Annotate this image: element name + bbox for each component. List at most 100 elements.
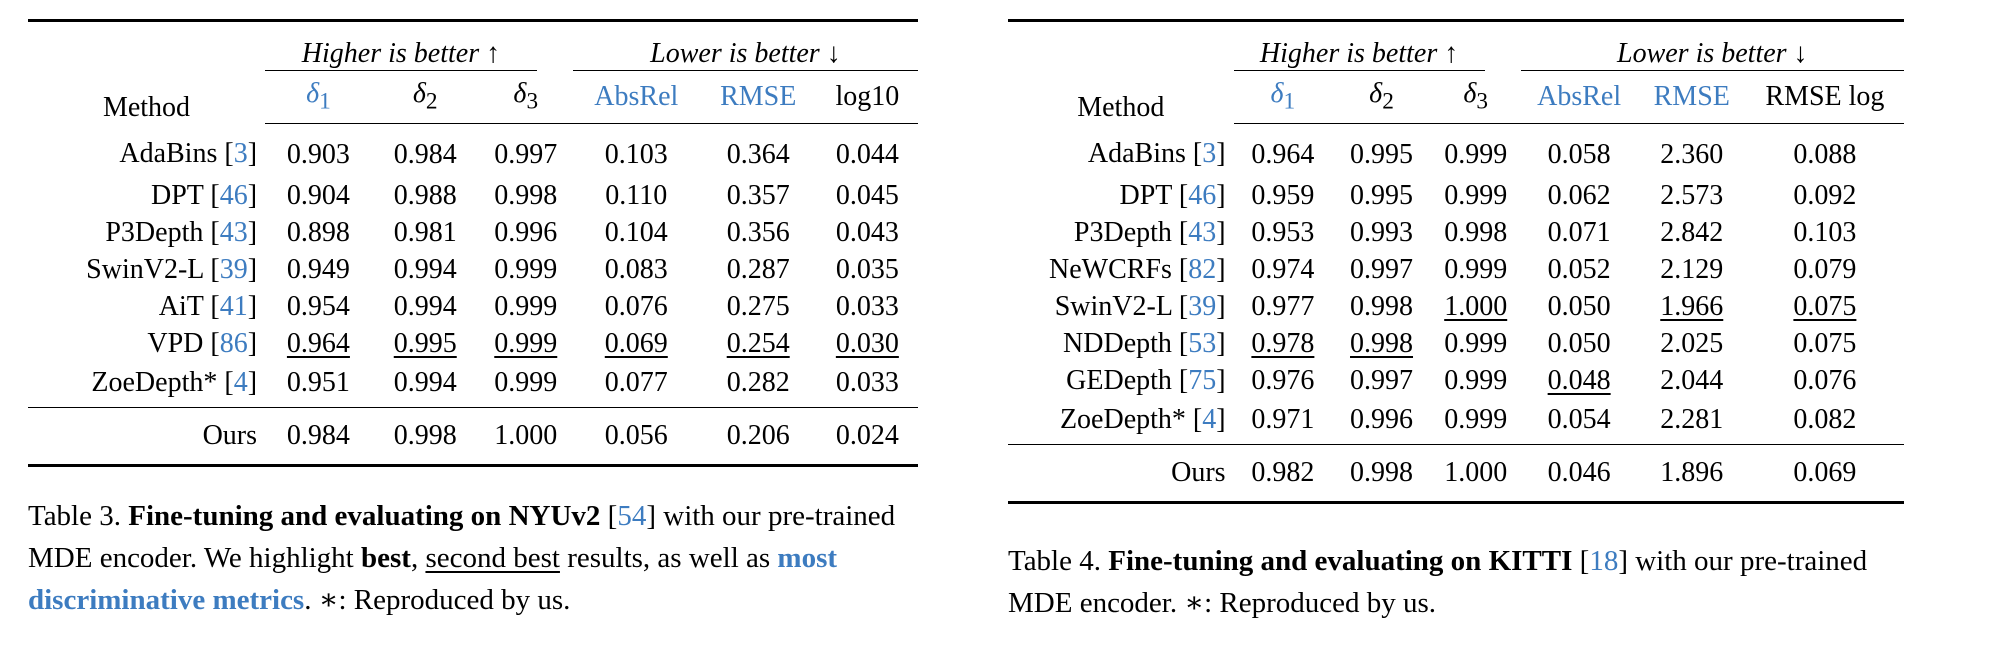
table-row: AdaBins [3] 0.964 0.995 0.999 0.058 2.360 0.08…: [1008, 124, 1904, 178]
cell: 0.045: [835, 179, 899, 211]
citation-link[interactable]: 53: [1188, 327, 1217, 359]
cell: 0.999: [1444, 364, 1508, 396]
table4-ours-row: Ours 0.982 0.998 1.000 0.046 1.896 0.069: [1008, 444, 1904, 503]
method-name: DPT [46]: [150, 179, 258, 211]
table4-panel: Method Higher is better ↑ Lower is bette…: [1008, 0, 1904, 624]
cell: 0.953: [1251, 216, 1315, 248]
caption-title: Fine-tuning and evaluating on KITTI: [1108, 545, 1573, 577]
cell: 0.206: [699, 407, 817, 466]
cell: 0.030: [835, 327, 899, 359]
cell: 0.287: [726, 253, 790, 285]
cell: 0.951: [286, 366, 350, 398]
cell: 0.062: [1547, 179, 1611, 211]
citation-link[interactable]: 39: [1188, 290, 1217, 322]
citation-link[interactable]: 39: [219, 253, 248, 285]
citation-link[interactable]: 4: [233, 366, 248, 398]
cell: 0.999: [1444, 327, 1508, 359]
cell: 0.104: [604, 216, 668, 248]
cell: 0.974: [1251, 253, 1315, 285]
cell: 0.998: [1350, 290, 1414, 322]
caption-title: Fine-tuning and evaluating on NYUv2: [128, 500, 601, 532]
method-name: SwinV2-L [39]: [1054, 290, 1226, 322]
cell: 0.995: [393, 327, 457, 359]
cell: 0.959: [1251, 179, 1315, 211]
cell: 0.994: [393, 253, 457, 285]
method-name: ZoeDepth* [4]: [1059, 403, 1226, 435]
cell: 0.076: [1793, 364, 1857, 396]
citation-link[interactable]: 18: [1589, 545, 1619, 577]
cell: 0.995: [1350, 179, 1414, 211]
cell: 0.988: [393, 179, 457, 211]
table3: Method Higher is better ↑ Lower is bette…: [28, 19, 918, 467]
citation-link[interactable]: 46: [1188, 179, 1217, 211]
method-name: NeWCRFs [82]: [1049, 253, 1226, 285]
citation-link[interactable]: 54: [617, 500, 647, 532]
group-higher-better: Higher is better ↑: [265, 20, 537, 71]
col-rmse: RMSE: [1637, 70, 1746, 124]
cell: 0.056: [572, 407, 700, 466]
cell: 0.077: [604, 366, 668, 398]
cell: 0.997: [494, 138, 558, 170]
cell: 0.103: [1793, 216, 1857, 248]
col-absrel: AbsRel: [572, 70, 700, 124]
cell: 0.054: [1547, 403, 1611, 435]
citation-link[interactable]: 46: [219, 179, 248, 211]
cell: 0.997: [1350, 253, 1414, 285]
method-name: SwinV2-L [39]: [86, 253, 258, 285]
cell: 0.050: [1547, 290, 1611, 322]
method-name: VPD [86]: [147, 327, 258, 359]
cell: 0.999: [494, 253, 558, 285]
cell: 0.994: [393, 290, 457, 322]
cell: 0.996: [494, 216, 558, 248]
citation-link[interactable]: 41: [219, 290, 248, 322]
method-name: NDDepth [53]: [1063, 327, 1226, 359]
citation-link[interactable]: 75: [1188, 364, 1217, 396]
cell: 1.000: [478, 407, 573, 466]
col-delta3: δ3: [478, 70, 573, 124]
group-lower-better: Lower is better ↓: [572, 20, 918, 71]
citation-link[interactable]: 82: [1188, 253, 1217, 285]
table-row: SwinV2-L [39] 0.949 0.994 0.999 0.083 0.287 0.…: [28, 251, 918, 288]
table3-column-header: δ1 δ2 δ3 AbsRel RMSE log10: [28, 70, 918, 124]
col-delta2: δ2: [371, 70, 479, 124]
table-row: ZoeDepth* [4] 0.971 0.996 0.999 0.054 2.281 0.…: [1008, 399, 1904, 445]
citation-link[interactable]: 3: [1202, 138, 1217, 170]
caption-label: Table 4.: [1008, 545, 1101, 577]
citation-link[interactable]: 43: [219, 216, 248, 248]
cell: 0.071: [1547, 216, 1611, 248]
citation-link[interactable]: 4: [1202, 403, 1217, 435]
col-rmse: RMSE: [699, 70, 817, 124]
cell: 0.994: [393, 366, 457, 398]
cell: 0.046: [1520, 444, 1638, 503]
method-name: GEDepth [75]: [1066, 364, 1226, 396]
col-delta1: δ1: [265, 70, 372, 124]
cell: 0.069: [1745, 444, 1904, 503]
citation-link[interactable]: 86: [219, 327, 248, 359]
cell: 0.364: [726, 138, 790, 170]
cell: 0.949: [286, 253, 350, 285]
cell: 0.052: [1547, 253, 1611, 285]
cell: 2.281: [1660, 403, 1724, 435]
cell: 0.356: [726, 216, 790, 248]
cell: 0.998: [371, 407, 479, 466]
table-row: SwinV2-L [39] 0.977 0.998 1.000 0.050 1.966 0.…: [1008, 288, 1904, 325]
cell: 0.981: [393, 216, 457, 248]
table4: Method Higher is better ↑ Lower is bette…: [1008, 19, 1904, 504]
citation-link[interactable]: 3: [233, 138, 248, 170]
cell: 0.999: [1444, 403, 1508, 435]
method-header: Method: [1077, 91, 1165, 123]
cell: 0.999: [1444, 253, 1508, 285]
cell: 0.048: [1547, 364, 1611, 396]
cell: 0.044: [835, 138, 899, 170]
cell: 0.984: [265, 407, 372, 466]
col-delta1: δ1: [1233, 70, 1333, 124]
table4-body: AdaBins [3] 0.964 0.995 0.999 0.058 2.360 0.08…: [1008, 124, 1904, 445]
method-name: AdaBins [3]: [1087, 138, 1226, 170]
cell: 0.995: [1350, 138, 1414, 170]
citation-link[interactable]: 43: [1188, 216, 1217, 248]
cell: 0.999: [494, 327, 558, 359]
col-log10: log10: [816, 70, 918, 124]
cell: 0.898: [286, 216, 350, 248]
table-row: DPT [46] 0.959 0.995 0.999 0.062 2.573 0.092: [1008, 177, 1904, 214]
cell: 0.079: [1793, 253, 1857, 285]
